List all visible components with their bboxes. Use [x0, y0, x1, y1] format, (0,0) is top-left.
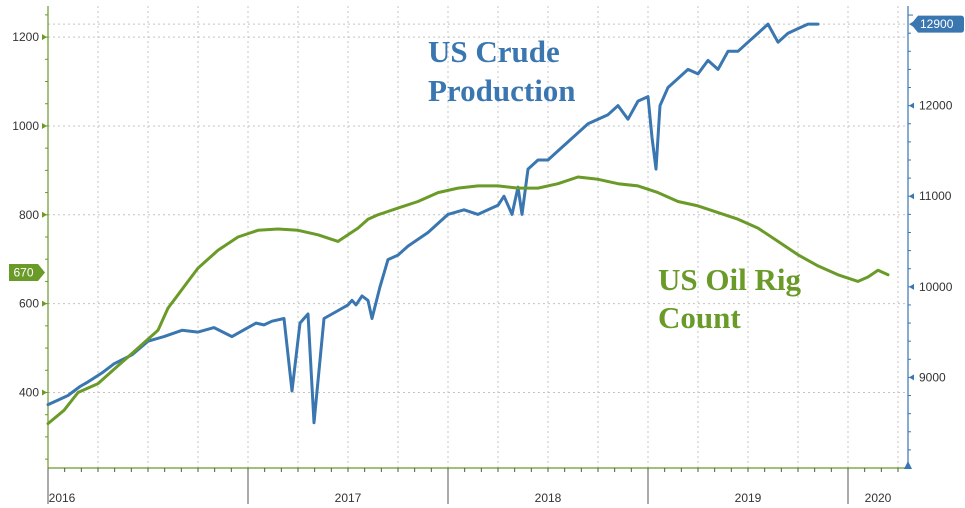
left-tick-marker	[42, 300, 47, 307]
rig-count-value-badge: 670	[9, 264, 45, 282]
right-tick-marker	[909, 374, 914, 381]
x-year-label: 2017	[335, 491, 362, 505]
left-tick-label: 1000	[12, 119, 39, 133]
value-badge-shape	[911, 15, 964, 33]
series-annotation: Production	[428, 73, 576, 108]
x-year-label: 2019	[735, 491, 762, 505]
right-tick-marker	[909, 193, 914, 200]
left-tick-marker	[42, 389, 47, 396]
x-year-label: 2016	[49, 491, 76, 505]
right-tick-label: 11000	[919, 189, 952, 203]
value-badge-shape	[9, 264, 45, 282]
value-badge-label: 670	[13, 266, 33, 280]
left-tick-label: 400	[19, 385, 39, 399]
right-tick-label: 10000	[919, 280, 953, 294]
left-tick-label: 600	[19, 297, 39, 311]
x-year-label: 2018	[535, 491, 562, 505]
series-annotation: Count	[658, 300, 741, 335]
right-tick-marker	[909, 102, 914, 109]
series-lines	[46, 22, 890, 426]
value-badges: 12900 670	[9, 15, 964, 282]
left-tick-marker	[42, 122, 47, 129]
value-badge-label: 12900	[920, 17, 954, 31]
us-crude-production-line	[46, 22, 820, 425]
left-tick-label: 1200	[12, 30, 39, 44]
grid-lines	[48, 6, 908, 468]
right-tick-label: 12000	[919, 99, 953, 113]
crude-production-value-badge: 12900	[911, 15, 964, 33]
right-tick-label: 9000	[919, 370, 946, 384]
series-annotation: US Crude	[428, 34, 560, 69]
left-tick-marker	[42, 34, 47, 41]
right-tick-marker	[909, 283, 914, 290]
left-tick-label: 800	[19, 208, 39, 222]
us-oil-rig-count-line	[46, 175, 890, 426]
series-annotation: US Oil Rig	[658, 262, 801, 297]
left-tick-marker	[42, 211, 47, 218]
axes: 400 600 800 1000 1200 9000 10000 11000 12000 1290…	[12, 6, 953, 505]
right-axis-arrow	[904, 461, 912, 469]
x-year-label: 2020	[865, 491, 892, 505]
